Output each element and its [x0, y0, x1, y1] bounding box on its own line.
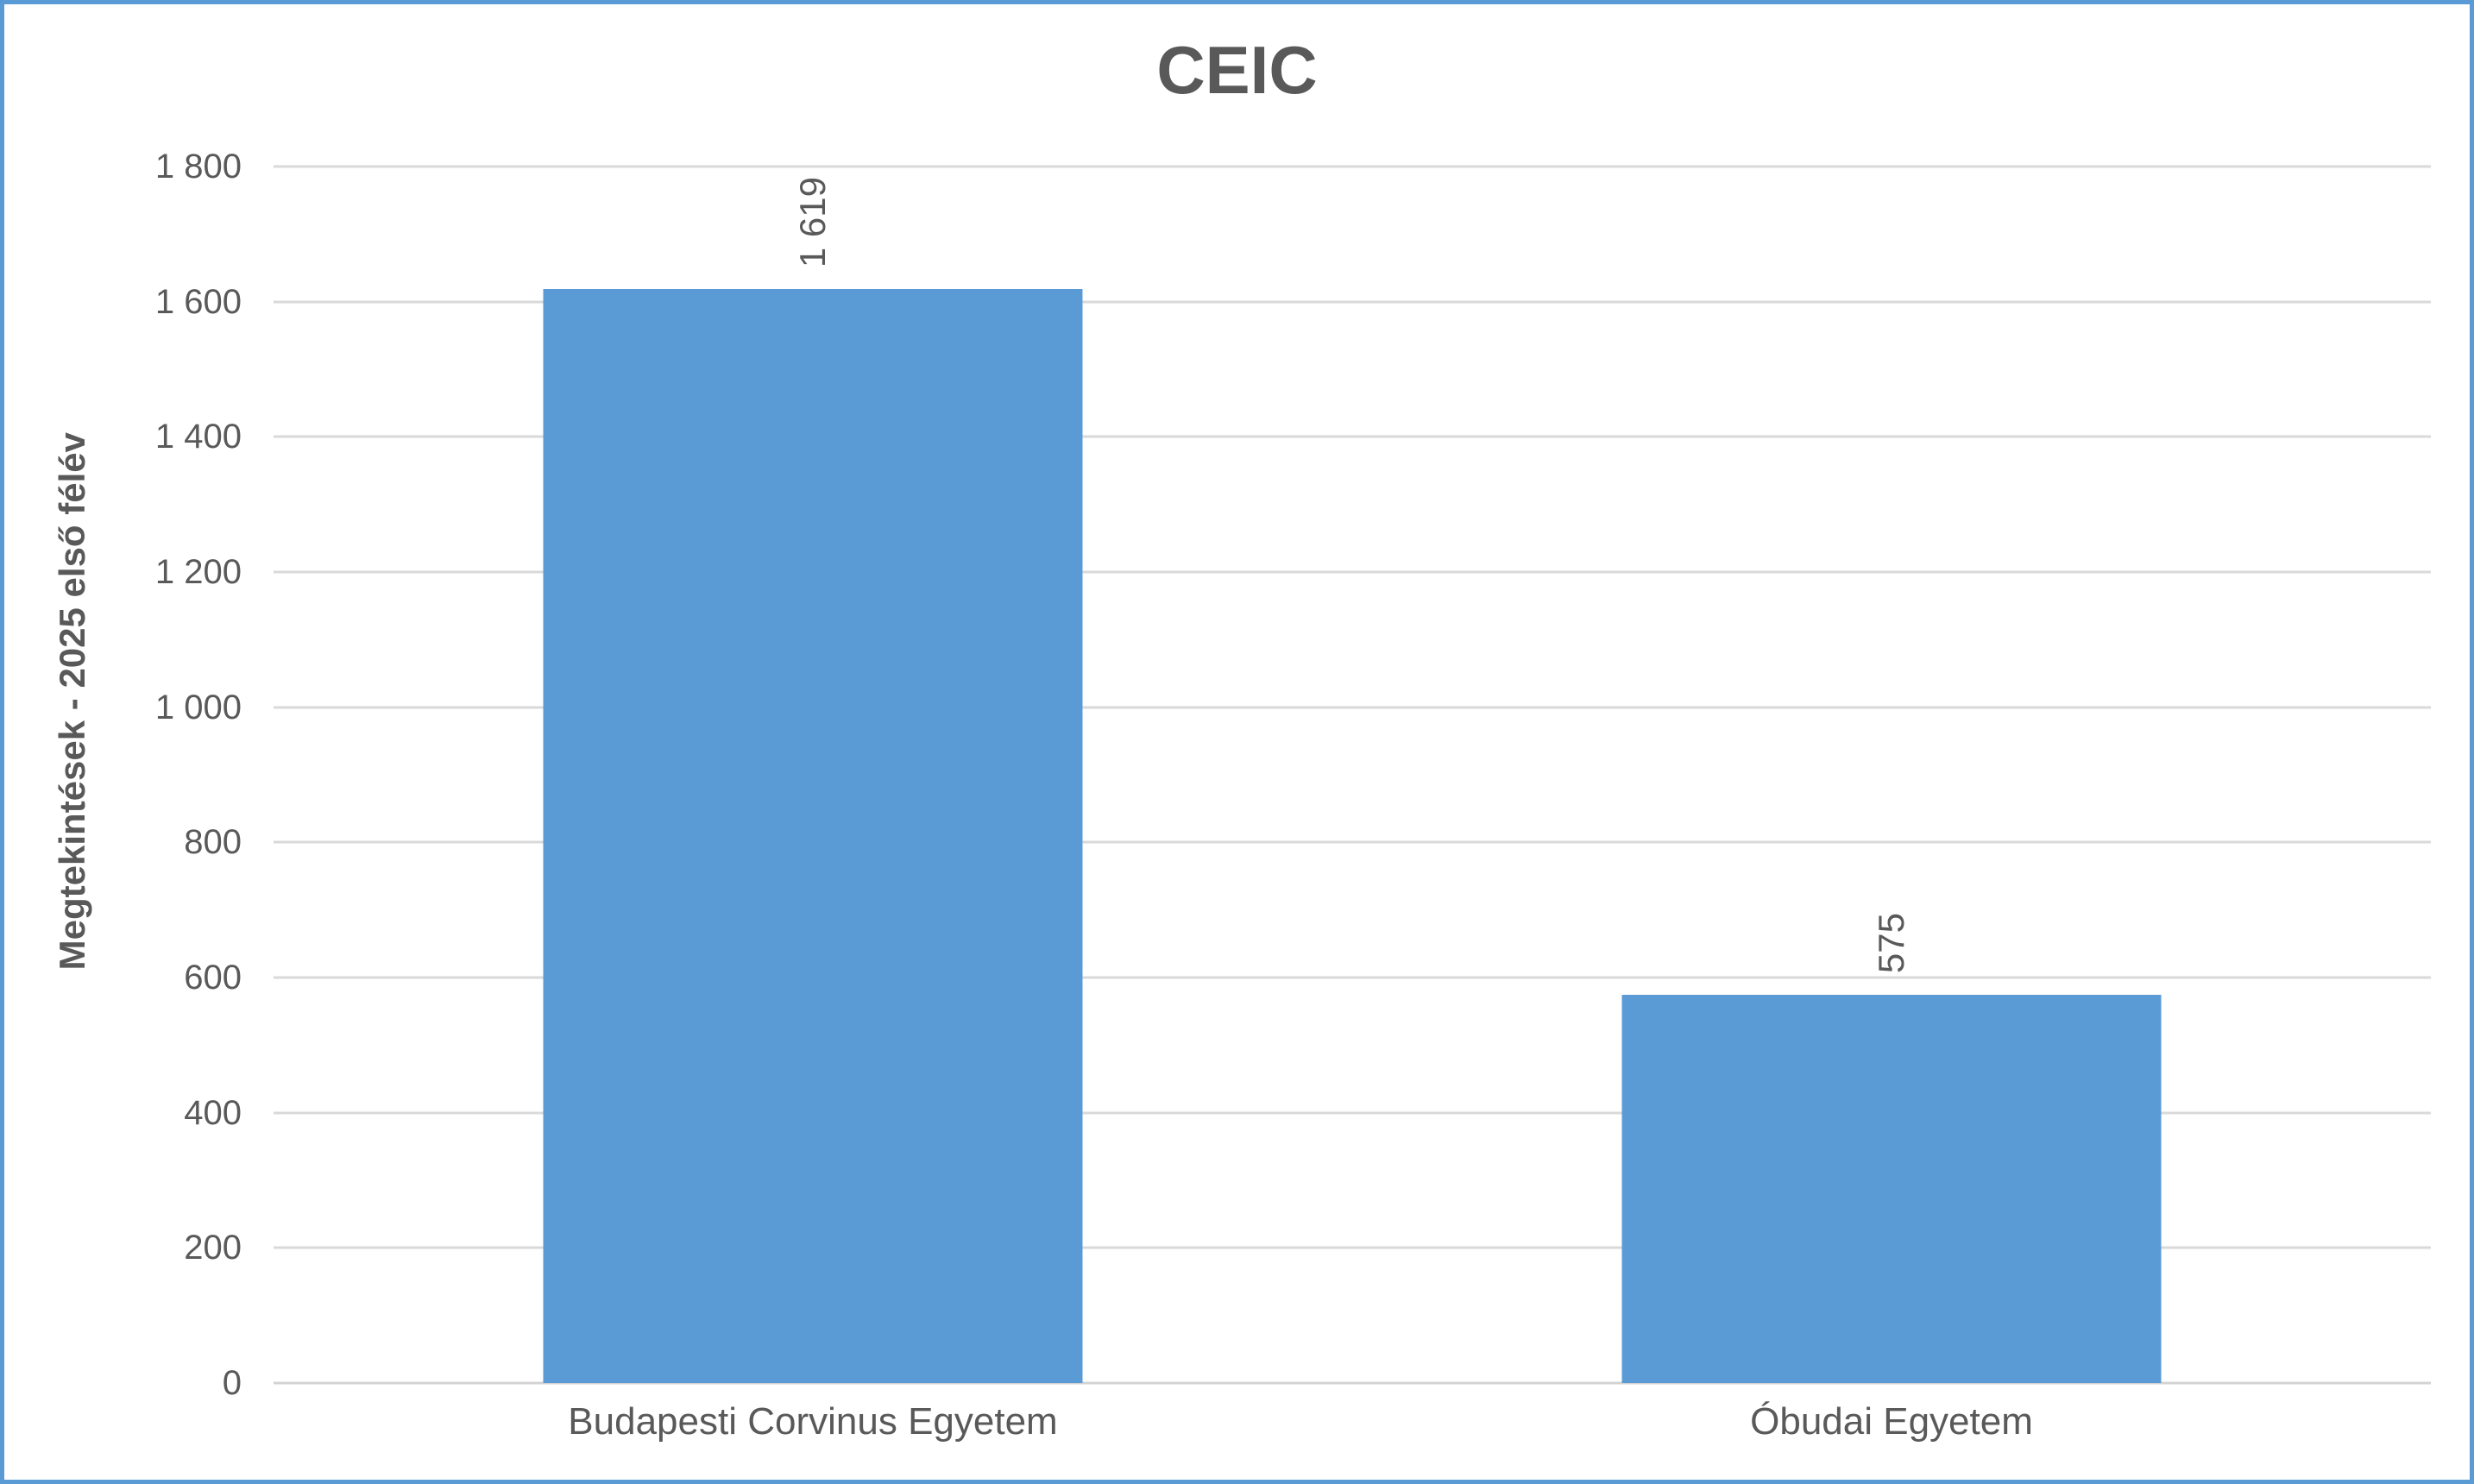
gridline: [274, 300, 2431, 304]
bar-1: [1621, 994, 2162, 1383]
y-tick-label: 200: [184, 1229, 242, 1267]
x-axis-category-labels: Budapesti Corvinus Egyetem Óbudai Egyetem: [274, 1400, 2431, 1461]
y-tick-label: 0: [222, 1364, 242, 1402]
gridline: [274, 840, 2431, 844]
y-tick-label: 600: [184, 959, 242, 997]
gridline: [274, 706, 2431, 709]
gridline: [274, 570, 2431, 574]
bar-0: [543, 288, 1083, 1383]
x-axis-line: [274, 1381, 2431, 1385]
chart-title: CEIC: [1156, 32, 1318, 108]
gridline: [274, 976, 2431, 979]
y-tick-label: 800: [184, 823, 242, 862]
y-tick-label: 1 400: [154, 418, 242, 456]
x-category-label: Óbudai Egyetem: [1750, 1400, 2033, 1443]
gridline: [274, 1111, 2431, 1115]
plot-area: 1 619 575: [274, 165, 2431, 1385]
gridline: [274, 1246, 2431, 1249]
y-tick-label: 1 200: [154, 553, 242, 591]
bar-value-label: 1 619: [791, 176, 833, 267]
y-tick-label: 1 600: [154, 282, 242, 321]
gridline: [274, 435, 2431, 438]
gridline: [274, 165, 2431, 168]
y-tick-label: 1 000: [154, 688, 242, 726]
y-axis-tick-labels: 0 200 400 600 800 1 000 1 200 1 400 1 600 1 800: [0, 149, 242, 1400]
bar-value-label: 575: [1870, 912, 1911, 973]
y-tick-label: 1 800: [154, 148, 242, 186]
y-tick-label: 400: [184, 1093, 242, 1132]
x-category-label: Budapesti Corvinus Egyetem: [568, 1400, 1058, 1443]
